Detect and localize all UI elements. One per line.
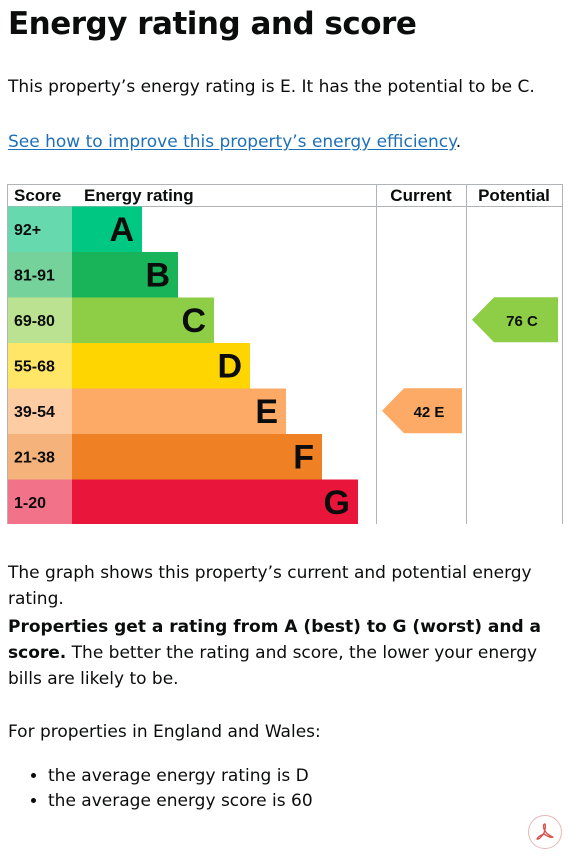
rating-bar-e xyxy=(72,388,286,434)
rating-letter-g: G xyxy=(324,484,350,522)
potential-rating-label: 76 C xyxy=(506,313,538,330)
rating-letter-e: E xyxy=(255,393,278,431)
average-score-item: the average energy score is 60 xyxy=(48,789,548,814)
pdf-icon[interactable] xyxy=(528,815,562,849)
chart-frame xyxy=(7,184,563,524)
rating-intro: This property’s energy rating is E. It h… xyxy=(8,77,535,97)
score-cell-g xyxy=(8,479,72,524)
score-cell-f xyxy=(8,434,72,480)
rating-letter-d: D xyxy=(217,347,242,385)
graph-caption: The graph shows this property’s current … xyxy=(8,563,532,609)
score-label-b: 81-91 xyxy=(14,267,55,284)
rating-letter-b: B xyxy=(145,256,170,294)
score-cell-c xyxy=(8,297,72,343)
score-label-e: 39-54 xyxy=(14,404,55,421)
pdf-glyph-icon xyxy=(536,823,554,840)
rating-letter-c: C xyxy=(181,302,206,340)
score-label-g: 1-20 xyxy=(14,495,46,512)
average-rating-item: the average energy rating is D xyxy=(48,764,548,789)
averages-list: the average energy rating is D the avera… xyxy=(8,764,548,814)
rating-letter-f: F xyxy=(293,438,314,476)
rating-bar-a xyxy=(72,206,142,252)
rating-bar-d xyxy=(72,343,250,389)
current-rating-label: 42 E xyxy=(414,404,445,421)
score-cell-a xyxy=(8,206,72,252)
current-rating-arrow xyxy=(382,388,462,434)
rating-bar-g xyxy=(72,479,358,524)
rating-bar-b xyxy=(72,252,178,298)
ratings-explanation: Properties get a rating from A (best) to… xyxy=(8,614,564,692)
score-label-d: 55-68 xyxy=(14,358,55,375)
rating-bar-c xyxy=(72,297,214,343)
score-cell-e xyxy=(8,388,72,434)
score-label-c: 69-80 xyxy=(14,313,55,330)
ratings-explanation-bold: Properties get a rating from A (best) to… xyxy=(8,617,542,663)
improve-efficiency-link[interactable]: See how to improve this property’s energ… xyxy=(8,132,456,152)
current-header: Current xyxy=(390,186,452,205)
rating-bar-f xyxy=(72,434,322,480)
ratings-explanation-rest: The better the rating and score, the low… xyxy=(8,643,538,689)
page-title: Energy rating and score xyxy=(8,6,417,42)
england-wales-intro: For properties in England and Wales: xyxy=(8,722,321,742)
score-header: Score xyxy=(14,186,61,205)
potential-rating-arrow xyxy=(472,297,558,343)
score-label-a: 92+ xyxy=(14,222,41,239)
energy-rating-header: Energy rating xyxy=(84,186,194,205)
improve-link-line: See how to improve this property’s energ… xyxy=(8,129,564,155)
rating-letter-a: A xyxy=(109,211,134,249)
link-suffix: . xyxy=(455,132,462,152)
energy-rating-chart: Score Energy rating Current Potential 92+ A 81… xyxy=(7,184,563,524)
score-cell-b xyxy=(8,252,72,298)
potential-header: Potential xyxy=(478,186,550,205)
score-label-f: 21-38 xyxy=(14,449,55,466)
score-cell-d xyxy=(8,343,72,389)
